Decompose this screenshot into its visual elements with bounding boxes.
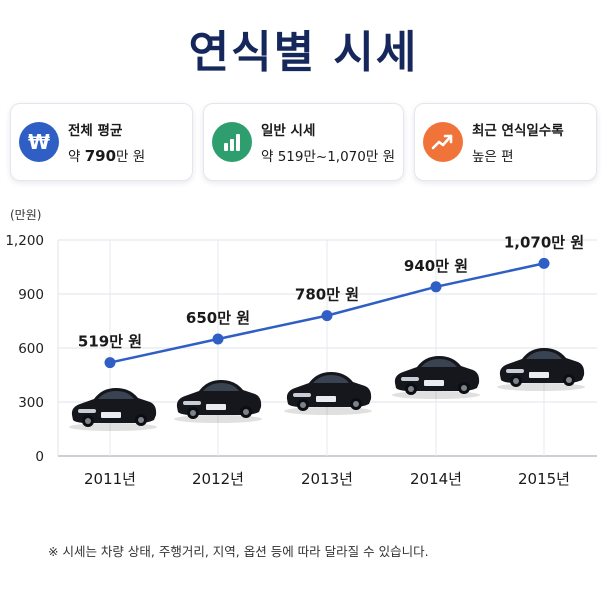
data-label: 940만 원 <box>404 257 468 275</box>
y-tick-label: 300 <box>18 395 44 411</box>
data-point <box>538 257 550 269</box>
page-title: 연식별 시세 <box>188 27 419 78</box>
card-range: 일반 시세 약 519만~1,070만 원 <box>203 103 404 181</box>
x-tick-label: 2013년 <box>301 470 353 488</box>
card-average-value: 약 790만 원 <box>68 147 146 165</box>
card-average-label: 전체 평균 <box>68 123 123 139</box>
car-image <box>69 388 157 431</box>
x-tick-label: 2015년 <box>518 470 570 488</box>
y-axis-label: (만원) <box>10 208 41 222</box>
y-tick-label: 0 <box>35 449 44 465</box>
card-average: ₩ 전체 평균 약 790만 원 <box>10 103 193 181</box>
data-label: 1,070만 원 <box>504 233 584 251</box>
card-range-label: 일반 시세 <box>261 123 316 139</box>
data-point <box>212 333 224 345</box>
bar-chart-icon <box>212 122 252 162</box>
won-coin-icon: ₩ <box>19 122 59 162</box>
card-range-value: 약 519만~1,070만 원 <box>261 149 395 165</box>
x-tick-label: 2014년 <box>410 470 462 488</box>
y-tick-label: 900 <box>18 287 44 303</box>
x-tick-label: 2012년 <box>192 470 244 488</box>
data-point <box>104 357 116 369</box>
y-tick-label: 1,200 <box>5 233 44 249</box>
car-image <box>174 380 262 423</box>
car-image <box>497 348 585 391</box>
won-glyph: ₩ <box>27 130 51 154</box>
summary-cards: ₩ 전체 평균 약 790만 원 일반 시세 약 519만~1,070만 원 <box>10 103 597 185</box>
car-image <box>392 356 480 399</box>
data-label: 519만 원 <box>78 333 142 351</box>
data-label: 650만 원 <box>186 309 250 327</box>
data-label: 780만 원 <box>295 286 359 304</box>
data-point <box>430 281 442 293</box>
card-trend-value: 높은 편 <box>472 149 514 165</box>
price-line-chart: (만원) 0 300 600 900 1,200 2011년 2012년 2013년 2014년 2… <box>5 208 597 488</box>
trend-up-icon <box>423 122 463 162</box>
data-point <box>321 310 333 322</box>
car-image <box>284 372 372 415</box>
card-trend-label: 최근 연식일수록 <box>472 123 564 139</box>
footnote: ※ 시세는 차량 상태, 주행거리, 지역, 옵션 등에 따라 달라질 수 있습… <box>48 544 429 559</box>
y-tick-label: 600 <box>18 341 44 357</box>
card-trend: 최근 연식일수록 높은 편 <box>414 103 597 181</box>
x-tick-label: 2011년 <box>84 470 136 488</box>
